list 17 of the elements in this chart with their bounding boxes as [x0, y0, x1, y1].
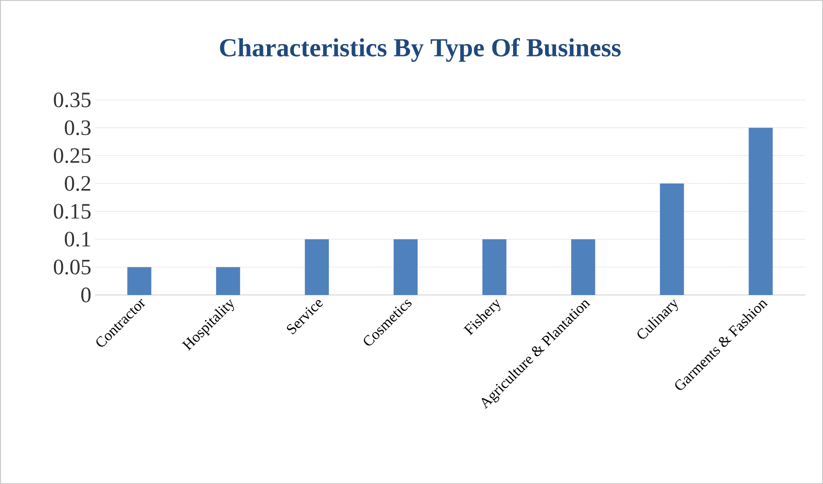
bar: [216, 267, 240, 296]
y-tick-label: 0.2: [64, 176, 90, 191]
bar: [571, 239, 596, 296]
chart-title: Characteristics By Type Of Business: [220, 38, 621, 62]
y-tick-label: 0.15: [54, 204, 91, 219]
y-tick-label: 0.3: [64, 120, 91, 136]
bar: [748, 128, 773, 296]
y-tick-label: 0.25: [54, 148, 91, 164]
bar: [304, 239, 329, 296]
bar: [127, 267, 152, 296]
bar: [394, 239, 418, 296]
y-tick-label: 0.05: [54, 260, 91, 275]
y-tick-label: 0.35: [54, 92, 91, 108]
y-tick-label: 0.1: [64, 232, 90, 247]
bar: [482, 239, 506, 296]
bar: [660, 184, 684, 296]
y-tick-label: 0: [81, 288, 91, 302]
